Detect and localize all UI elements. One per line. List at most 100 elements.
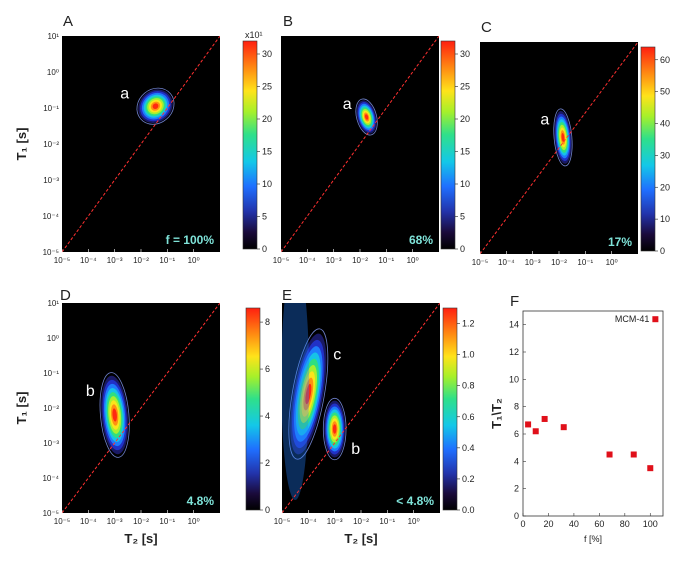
peak-label-c: c — [333, 347, 341, 364]
fraction-annotation: 4.8% — [187, 494, 215, 508]
colorbar-tick-label: 15 — [460, 147, 470, 157]
panel-letter: A — [63, 13, 73, 30]
data-point — [532, 428, 539, 435]
x-tick-label: 10⁰ — [188, 256, 200, 265]
colorbar-tick-label: 8 — [265, 317, 270, 327]
x-tick-label: 10⁻³ — [107, 517, 123, 526]
panel-letter: D — [60, 287, 71, 304]
x-axis-label: T₂ [s] — [344, 531, 377, 546]
panel-letter: B — [283, 13, 293, 30]
colorbar-tick-label: 0 — [660, 246, 665, 256]
y-tick-label: 12 — [509, 347, 519, 357]
y-tick-label: 10 — [509, 374, 519, 384]
x-tick-label: 10⁰ — [408, 517, 420, 526]
x-tick-label: 10⁻² — [551, 258, 567, 267]
panel-letter: E — [282, 287, 292, 304]
plot-area — [281, 36, 439, 252]
colorbar-tick-label: 20 — [262, 114, 272, 124]
colorbar-tick-label: 10 — [660, 214, 670, 224]
colorbar — [440, 40, 456, 250]
x-axis-label: T₂ [s] — [124, 531, 157, 546]
x-tick-label: 10⁰ — [188, 517, 200, 526]
y-tick-label: 10¹ — [47, 32, 59, 41]
colorbar-tick-label: 20 — [460, 114, 470, 124]
fraction-annotation: < 4.8% — [396, 494, 434, 508]
colorbar-tick-label: 50 — [660, 87, 670, 97]
colorbar-tick-label: 60 — [660, 55, 670, 65]
x-tick-label: 0 — [520, 519, 525, 529]
data-point — [647, 465, 654, 472]
x-tick-label: 40 — [569, 519, 579, 529]
panel-e: Ec b 10⁻⁵ 10⁻⁴ 10⁻³ 10⁻² 10⁻¹ 10⁰ T₂ [s] < 4.8% 0.… — [274, 287, 475, 546]
y-tick-label: 10¹ — [47, 299, 59, 308]
x-tick-label: 10⁻¹ — [378, 256, 394, 265]
x-tick-label: 10⁻⁵ — [472, 258, 488, 267]
colorbar — [640, 46, 656, 252]
data-point — [560, 424, 567, 431]
peak-a — [553, 108, 573, 167]
y-tick-label: 0 — [514, 511, 519, 521]
x-tick-label: 10⁻³ — [326, 256, 342, 265]
colorbar-tick-label: 0.4 — [462, 443, 475, 453]
colorbar-tick-label: 4 — [265, 411, 270, 421]
colorbar-tick-label: 1.0 — [462, 350, 475, 360]
colorbar-tick-label: 6 — [265, 364, 270, 374]
peak-label-a: a — [540, 112, 549, 129]
colorbar — [245, 307, 261, 511]
y-tick-label: 4 — [514, 456, 519, 466]
x-tick-label: 10⁻¹ — [159, 256, 175, 265]
colorbar-tick-label: 5 — [460, 212, 465, 222]
colorbar-tick-label: 25 — [262, 82, 272, 92]
x-tick-label: 20 — [543, 519, 553, 529]
colorbar-tick-label: 0.6 — [462, 412, 475, 422]
x-tick-label: 10⁻¹ — [159, 517, 175, 526]
y-tick-label: 10⁻² — [43, 140, 59, 149]
data-point — [652, 316, 659, 323]
colorbar-tick-label: 20 — [660, 182, 670, 192]
panel-a: Aa 10⁻⁵ 10⁻⁴ 10⁻³ 10⁻² 10⁻¹ 10⁰ 10¹ 10⁰ 10⁻¹ 10⁻² 1… — [14, 13, 272, 265]
x-tick-label: 10⁻² — [353, 517, 369, 526]
colorbar-tick-label: 15 — [262, 147, 272, 157]
y-tick-label: 10⁻¹ — [43, 104, 59, 113]
colorbar-tick-label: 0.8 — [462, 381, 475, 391]
colorbar-tick-label: 0 — [262, 244, 267, 254]
y-tick-label: 10⁻² — [43, 404, 59, 413]
y-axis-label: T₁\T₂ — [489, 398, 504, 429]
x-tick-label: 10⁻⁴ — [498, 258, 515, 267]
peak-c — [288, 328, 329, 460]
colorbar-tick-label: 40 — [660, 119, 670, 129]
peak-label-b: b — [86, 383, 95, 400]
panel-c: Ca 10⁻⁵ 10⁻⁴ 10⁻³ 10⁻² 10⁻¹ 10⁰ 17% 0 10 20 30 40 50 6… — [472, 19, 670, 267]
peak-a — [355, 98, 378, 136]
colorbar-tick-label: 2 — [265, 458, 270, 468]
x-tick-label: 10⁻⁴ — [80, 517, 97, 526]
x-tick-label: 10⁻⁴ — [80, 256, 97, 265]
peak-b — [99, 372, 130, 458]
panel-f: F 0 20 40 60 80 100 0 2 4 6 8 10 12 14 MCM-41 T₁\T₂ f [%] — [489, 293, 664, 544]
y-axis-label: T₁ [s] — [14, 392, 29, 425]
y-tick-label: 10⁰ — [47, 334, 59, 343]
colorbar-tick-label: 10 — [460, 179, 470, 189]
x-tick-label: 10⁻⁴ — [299, 256, 316, 265]
y-tick-label: 10⁻⁴ — [42, 474, 59, 483]
colorbar-tick-label: 30 — [460, 49, 470, 59]
y-tick-label: 10⁻⁵ — [43, 509, 59, 518]
colorbar-multiplier: x10¹ — [245, 30, 263, 40]
x-tick-label: 10⁻¹ — [379, 517, 395, 526]
x-tick-label: 10⁻² — [133, 517, 149, 526]
point-label: MCM-41 — [615, 314, 650, 324]
y-tick-label: 2 — [514, 484, 519, 494]
data-point — [630, 451, 637, 458]
x-tick-label: 100 — [643, 519, 658, 529]
data-point — [525, 421, 532, 428]
colorbar-tick-label: 30 — [262, 49, 272, 59]
y-tick-label: 10⁻¹ — [43, 369, 59, 378]
peak-b — [322, 397, 347, 461]
fraction-annotation: 17% — [608, 235, 632, 249]
y-tick-label: 10⁻³ — [43, 439, 59, 448]
diagonal-line — [480, 42, 638, 254]
y-axis-label: T₁ [s] — [14, 128, 29, 161]
x-tick-label: 10⁻³ — [327, 517, 343, 526]
data-point — [606, 451, 613, 458]
